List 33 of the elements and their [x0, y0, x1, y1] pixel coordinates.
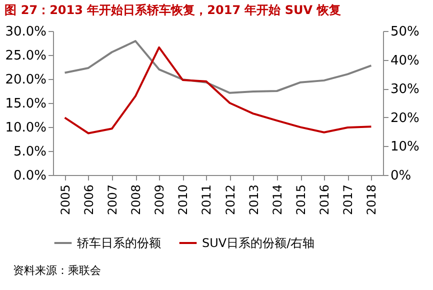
- x-tick-label: 2012: [223, 184, 238, 216]
- x-tick-label: 2015: [294, 184, 308, 216]
- x-tick-label: 2009: [152, 184, 167, 216]
- y-tick-label: 10.0%: [5, 120, 46, 136]
- y2-tick-label: 50%: [390, 24, 420, 40]
- x-tick-label: 2008: [129, 184, 143, 216]
- text: 资料来源：乘联会: [13, 264, 101, 277]
- chart-title: 图 27：2013 年开始日系轿车恢复，2017 年开始 SUV 恢复: [4, 3, 341, 17]
- y2-tick-label: 20%: [390, 110, 420, 126]
- y-tick-label: 25.0%: [5, 48, 46, 64]
- y2-tick-label: 10%: [390, 140, 420, 155]
- y-tick-label: 0.0%: [13, 168, 46, 184]
- x-tick-label: 2010: [176, 184, 190, 216]
- legend-label: SUV日系的份额/右轴: [202, 236, 315, 250]
- line-series: [64, 40, 372, 94]
- line-series: [64, 46, 372, 134]
- y2-tick-label: 30%: [390, 82, 420, 98]
- y2-tick-label: 40%: [390, 53, 420, 68]
- y-tick-label: 15.0%: [5, 96, 46, 112]
- legend-label: 轿车日系的份额: [77, 236, 161, 250]
- x-tick-label: 2018: [364, 184, 379, 216]
- x-tick-label: 2016: [318, 184, 332, 216]
- y-tick-label: 5.0%: [13, 144, 46, 160]
- y2-tick-label: 0%: [390, 168, 412, 184]
- x-tick-label: 2013: [246, 184, 261, 216]
- y-tick-label: 30.0%: [5, 24, 46, 40]
- y-tick-label: 20.0%: [5, 72, 46, 88]
- x-tick-label: 2017: [341, 184, 356, 216]
- x-tick-label: 2007: [105, 184, 120, 216]
- x-tick-label: 2014: [270, 184, 284, 216]
- x-tick-label: 2005: [58, 184, 72, 216]
- x-tick-label: 2011: [200, 184, 214, 216]
- x-tick-label: 2006: [82, 184, 96, 216]
